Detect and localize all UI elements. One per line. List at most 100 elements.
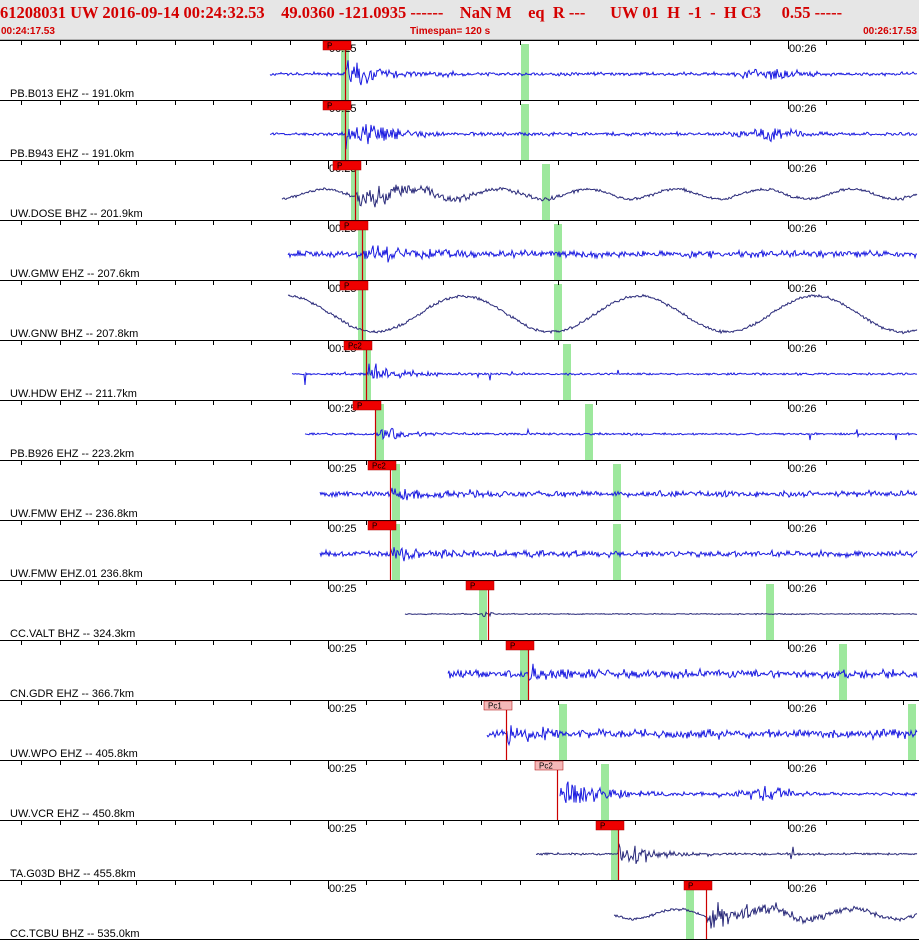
station-label: UW.VCR EHZ -- 450.8km (10, 808, 135, 820)
pick-flag[interactable] (465, 580, 495, 591)
time-mark-label: 00:26 (789, 103, 817, 115)
time-mark-label: 00:26 (789, 583, 817, 595)
time-mark-label: 00:25 (329, 703, 357, 715)
predicted-arrival-marker (766, 584, 774, 640)
station-label: CN.GDR EHZ -- 366.7km (10, 688, 134, 700)
time-mark-label: 00:26 (789, 283, 817, 295)
predicted-arrival-marker (563, 344, 571, 400)
trace-row[interactable]: 00:25 00:26 Pc2 UW.FMW EHZ -- 236.8km (0, 460, 919, 521)
time-mark-label: 00:26 (789, 43, 817, 55)
trace-row[interactable]: 00:25 00:26 P PB.B926 EHZ -- 223.2km (0, 400, 919, 461)
pick-flag[interactable] (339, 280, 369, 291)
pick-flag[interactable] (322, 40, 352, 51)
timespan: Timespan= 120 s (410, 26, 491, 37)
time-mark-label: 00:26 (789, 223, 817, 235)
event-summary: 61208031 UW 2016-09-14 00:24:32.53 49.03… (0, 3, 843, 22)
predicted-arrival-marker (554, 224, 562, 280)
pick-flag[interactable] (595, 820, 625, 831)
time-mark-label: 00:25 (329, 763, 357, 775)
time-mark-label: 00:25 (329, 883, 357, 895)
predicted-arrival-marker (908, 704, 916, 760)
waveform (287, 245, 918, 263)
pick-flag[interactable] (352, 400, 382, 411)
trace-row[interactable]: 00:25 00:26 P UW.FMW EHZ.01 236.8km (0, 520, 919, 581)
pick-flag[interactable] (322, 100, 352, 111)
time-mark-label: 00:25 (329, 583, 357, 595)
pick-flag[interactable] (367, 460, 397, 471)
waveform (559, 781, 918, 804)
station-label: UW.GMW EHZ -- 207.6km (10, 268, 140, 280)
pick-flag[interactable] (505, 640, 535, 651)
predicted-arrival-marker (479, 584, 487, 640)
pick-label: Pc1 (488, 702, 502, 711)
time-mark-label: 00:26 (789, 463, 817, 475)
event-header: 61208031 UW 2016-09-14 00:24:32.53 49.03… (0, 0, 919, 40)
pick-flag[interactable] (343, 340, 373, 351)
time-mark-label: 00:25 (329, 463, 357, 475)
station-label: CC.VALT BHZ -- 324.3km (10, 628, 135, 640)
predicted-arrival-marker (585, 404, 593, 460)
pick-flag[interactable] (332, 160, 362, 171)
station-label: PB.B013 EHZ -- 191.0km (10, 88, 134, 100)
station-label: CC.TCBU BHZ -- 535.0km (10, 928, 140, 940)
waveform (269, 60, 917, 86)
time-mark-label: 00:26 (789, 823, 817, 835)
predicted-arrival-marker (613, 464, 621, 520)
predicted-arrival-marker (520, 644, 528, 700)
time-mark-label: 00:25 (329, 523, 357, 535)
pick-flag[interactable] (367, 520, 397, 531)
waveform (269, 124, 918, 150)
predicted-arrival-marker (611, 824, 619, 880)
pick-flag[interactable] (534, 760, 564, 771)
pick-label: P (344, 282, 349, 291)
time-mark-label: 00:26 (789, 763, 817, 775)
trace-row[interactable]: 00:25 00:26 P CN.GDR EHZ -- 366.7km (0, 640, 919, 701)
time-mark-label: 00:26 (789, 163, 817, 175)
station-label: UW.WPO EHZ -- 405.8km (10, 748, 138, 760)
station-label: UW.HDW EHZ -- 211.7km (10, 388, 137, 400)
time-mark-label: 00:26 (789, 343, 817, 355)
pick-flag[interactable] (683, 880, 713, 891)
trace-row[interactable]: 00:25 00:26 Pc2 UW.VCR EHZ -- 450.8km (0, 760, 919, 821)
time-mark-label: 00:25 (329, 403, 357, 415)
pick-flag[interactable] (339, 220, 369, 231)
waveform (319, 547, 918, 562)
waveform (447, 663, 918, 682)
pick-label: P (357, 402, 362, 411)
waveform (304, 427, 918, 441)
predicted-arrival-marker (559, 704, 567, 760)
trace-row[interactable]: 00:25 00:26 P TA.G03D BHZ -- 455.8km (0, 820, 919, 881)
predicted-arrival-marker (521, 44, 529, 100)
station-label: UW.GNW BHZ -- 207.8km (10, 328, 138, 340)
trace-row[interactable]: 00:25 00:26 P CC.TCBU BHZ -- 535.0km (0, 880, 919, 940)
station-label: TA.G03D BHZ -- 455.8km (10, 868, 136, 880)
time-mark-label: 00:26 (789, 703, 817, 715)
predicted-arrival-marker (542, 164, 550, 220)
start-time: 00:24:17.53 (1, 26, 55, 37)
pick-label: P (327, 102, 332, 111)
predicted-arrival-marker (554, 284, 562, 340)
predicted-arrival-marker (376, 404, 384, 460)
waveform (281, 184, 918, 208)
pick-label: Pc2 (372, 462, 386, 471)
time-mark-label: 00:26 (789, 883, 817, 895)
pick-flag[interactable] (483, 700, 513, 711)
pick-label: P (688, 882, 693, 891)
trace-row[interactable]: 00:25 00:26 P CC.VALT BHZ -- 324.3km (0, 580, 919, 641)
end-time: 00:26:17.53 (863, 26, 917, 37)
station-label: UW.FMW EHZ.01 236.8km (10, 568, 143, 580)
time-mark-label: 00:26 (789, 403, 817, 415)
pick-label: P (337, 162, 342, 171)
time-mark-label: 00:26 (789, 643, 817, 655)
predicted-arrival-marker (601, 764, 609, 820)
waveform (291, 363, 918, 385)
trace-row[interactable]: 00:25 00:26 Pc1 UW.WPO EHZ -- 405.8km (0, 700, 919, 761)
time-mark-label: 00:26 (789, 523, 817, 535)
